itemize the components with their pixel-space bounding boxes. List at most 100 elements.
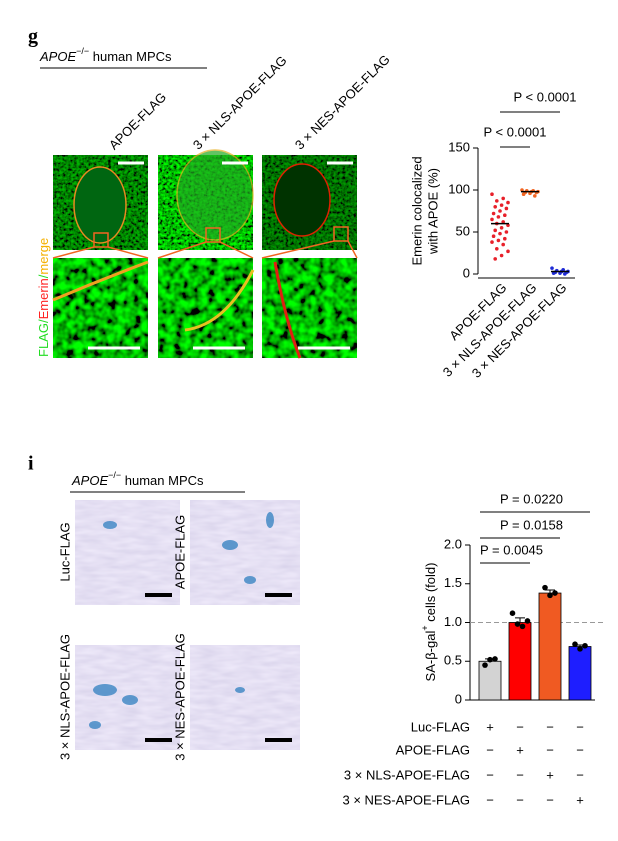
phase-images (75, 500, 300, 750)
y-tick-label: 1.5 (444, 575, 462, 590)
envelope (273, 261, 302, 359)
y-tick-label: 50 (456, 223, 470, 238)
image (53, 258, 148, 358)
bar (508, 622, 532, 701)
data-point (492, 656, 498, 662)
data-point (509, 610, 516, 616)
y-tick-label: 2.0 (444, 536, 462, 551)
p-value: P < 0.0001 (513, 89, 576, 104)
data-point (493, 205, 498, 209)
data-point (514, 621, 521, 627)
data-point (558, 271, 562, 275)
nucleus (176, 149, 254, 241)
p-value: P = 0.0045 (480, 542, 543, 557)
row-label-part: merge (36, 238, 51, 275)
data-point (495, 247, 499, 251)
data-point (499, 226, 504, 230)
image (190, 500, 300, 605)
treatment-sign: − (576, 742, 584, 757)
panel-header: APOE−/− human MPCs (71, 470, 204, 488)
error-bar (515, 617, 525, 623)
data-point (521, 192, 526, 196)
y-axis-label: with APOE (%) (425, 168, 440, 255)
data-point (503, 236, 507, 241)
data-point (528, 191, 532, 196)
bar (538, 592, 562, 701)
image (158, 258, 253, 358)
treatment-sign: + (546, 767, 554, 782)
panel-letter: i (28, 453, 34, 475)
y-label-part: + (420, 625, 430, 630)
y-tick-label: 0 (455, 691, 462, 706)
image-label: 3 × NES-APOE-FLAG (172, 633, 187, 761)
treatment-sign: − (486, 742, 494, 757)
column-label: APOE-FLAG (106, 89, 169, 152)
treatment-sign: − (546, 792, 554, 807)
data-point (498, 209, 502, 213)
treatment-label: 3 × NLS-APOE-FLAG (344, 767, 470, 782)
y-tick-label: 0 (463, 265, 470, 280)
treatment-sign: − (486, 767, 494, 782)
image-label: APOE-FLAG (172, 515, 187, 589)
data-point (504, 206, 509, 211)
scale-bars (88, 161, 353, 350)
data-point (506, 223, 510, 228)
treatment-sign: + (576, 792, 584, 807)
data-point (496, 238, 501, 243)
data-point (550, 266, 554, 270)
y-label-part: SA-β-gal (423, 631, 438, 682)
data-point (501, 196, 506, 201)
row-label-part: Emerin (36, 278, 51, 319)
nucleus (73, 166, 127, 244)
y-tick-label: 1.0 (444, 614, 462, 629)
treatment-sign: − (516, 719, 524, 734)
data-point (491, 211, 496, 216)
data-point (499, 203, 504, 207)
treatment-label: 3 × NES-APOE-FLAG (342, 792, 470, 807)
treatment-sign: − (516, 792, 524, 807)
treatment-sign: − (486, 792, 494, 807)
error-bar (545, 589, 555, 594)
row-label: FLAG/Emerin/merge (36, 238, 51, 357)
data-point (520, 188, 524, 192)
y-tick-label: 150 (448, 139, 470, 154)
row-label-part: / (36, 319, 51, 323)
data-point (496, 215, 501, 219)
data-point (524, 618, 531, 624)
scale-bars (145, 593, 292, 742)
data-point (490, 217, 494, 222)
bar (478, 660, 502, 701)
data-point (552, 590, 558, 596)
data-point (487, 656, 493, 663)
data-point (504, 230, 509, 234)
data-point (490, 240, 494, 244)
p-value: P = 0.0158 (500, 517, 563, 532)
treatment-sign: − (546, 719, 554, 734)
data-point (577, 646, 583, 652)
data-point (491, 234, 496, 238)
data-point (542, 584, 548, 591)
data-point (501, 242, 506, 247)
data-point (495, 199, 499, 203)
row-label-part: / (36, 274, 51, 278)
image (75, 500, 180, 605)
bar (568, 646, 592, 701)
image (190, 645, 300, 750)
envelope (184, 269, 255, 332)
data-point (499, 253, 504, 258)
data-point (506, 249, 510, 254)
data-point (547, 592, 553, 599)
data-point (506, 200, 510, 205)
data-point (498, 231, 502, 236)
y-tick-label: 100 (448, 181, 470, 196)
y-axis-label: SA-β-gal+ cells (fold) (420, 563, 438, 682)
envelope (52, 260, 149, 302)
stain (89, 512, 274, 729)
data-point (490, 192, 494, 196)
data-point (503, 213, 507, 217)
p-value: P = 0.0220 (500, 491, 563, 506)
data-point (493, 228, 498, 233)
treatment-sign: − (546, 742, 554, 757)
y-label-part: cells (fold) (423, 563, 438, 626)
